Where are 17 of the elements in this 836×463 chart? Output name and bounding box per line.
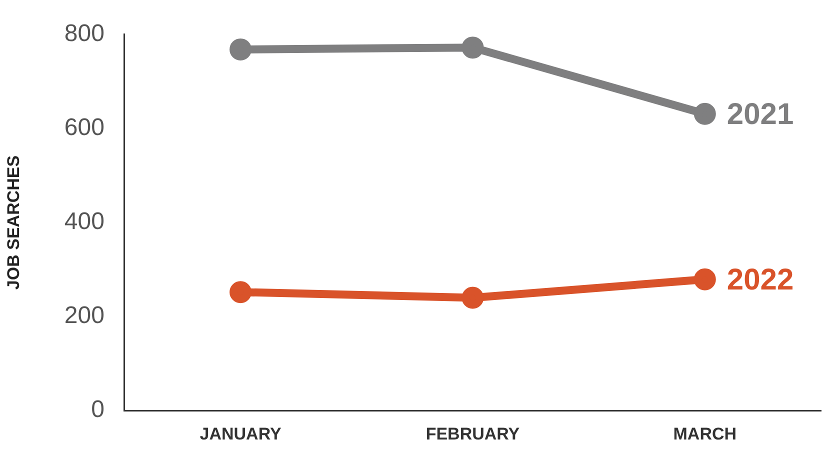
x-tick-label: MARCH (673, 424, 737, 444)
point (694, 102, 716, 125)
y-tick-label: 0 (91, 396, 104, 424)
point (462, 36, 484, 59)
y-tick-label: 400 (64, 208, 104, 236)
y-tick-label: 200 (64, 302, 104, 330)
x-tick-label: JANUARY (200, 424, 282, 444)
y-axis-title: JOB SEARCHES (4, 155, 23, 290)
point (462, 286, 484, 309)
y-tick-label: 600 (64, 114, 104, 142)
point (694, 268, 716, 290)
point (230, 281, 252, 304)
point (230, 38, 252, 60)
series-label: 2022 (726, 264, 794, 297)
y-tick-label: 800 (64, 20, 104, 48)
x-tick-label: FEBRUARY (426, 424, 520, 444)
series-label: 2021 (726, 98, 794, 132)
